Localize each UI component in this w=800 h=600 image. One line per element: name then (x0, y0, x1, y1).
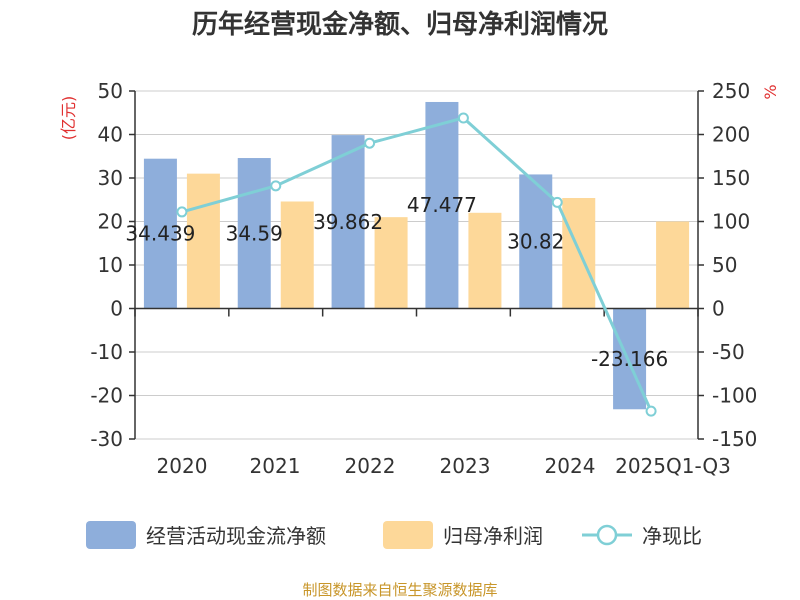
data-label-cashflow-2025Q1-Q3: -23.166 (591, 347, 668, 371)
bar-group (143, 101, 690, 410)
ratio-point-2024 (551, 196, 563, 208)
right-tick-label-8: -150 (712, 427, 757, 451)
bar-cashflow-2022 (331, 135, 365, 309)
category-label-0: 2020 (157, 454, 208, 478)
right-tick-label-5: 0 (712, 297, 725, 321)
ratio-point-2025Q1-Q3 (645, 405, 657, 417)
bar-profit-2021 (280, 201, 314, 309)
data-label-cashflow-2021: 34.59 (226, 221, 283, 245)
category-label-5: 2025Q1-Q3 (615, 454, 731, 478)
left-tick-label-5: 0 (110, 297, 123, 321)
left-tick-label-3: 20 (98, 210, 123, 234)
left-tick-label-2: 30 (98, 166, 123, 190)
category-label-4: 2024 (545, 454, 596, 478)
ratio-point-2023 (457, 112, 469, 124)
data-label-cashflow-2023: 47.477 (407, 193, 477, 217)
bar-profit-2022 (374, 217, 408, 309)
bar-profit-2020 (186, 173, 220, 309)
category-label-1: 2021 (250, 454, 301, 478)
left-tick-label-0: 50 (98, 79, 123, 103)
right-tick-label-2: 150 (712, 166, 750, 190)
left-tick-label-6: -10 (90, 340, 123, 364)
bar-profit-2023 (468, 212, 502, 309)
legend-label-ratio: 净现比 (642, 524, 702, 548)
right-tick-label-7: -100 (712, 384, 757, 408)
ratio-point-2022 (364, 137, 376, 149)
ratio-point-2021 (270, 180, 282, 192)
legend-swatch-cashflow (86, 521, 136, 549)
ratio-line-group (176, 112, 657, 417)
data-label-cashflow-2020: 34.439 (125, 222, 195, 246)
chart-title: 历年经营现金净额、归母净利润情况 (192, 9, 608, 40)
left-tick-label-8: -30 (90, 427, 123, 451)
category-label-3: 2023 (440, 454, 491, 478)
bar-cashflow-2023 (425, 101, 459, 309)
legend-marker-ratio (596, 524, 618, 546)
right-tick-label-3: 100 (712, 210, 750, 234)
legend-swatch-profit (383, 521, 433, 549)
left-tick-label-1: 40 (98, 123, 123, 147)
data-label-cashflow-2022: 39.862 (313, 210, 383, 234)
source-note: 制图数据来自恒生聚源数据库 (302, 581, 497, 599)
bar-cashflow-2020 (143, 158, 177, 309)
left-tick-label-7: -20 (90, 384, 123, 408)
left-tick-label-4: 10 (98, 253, 123, 277)
legend-label-cashflow: 经营活动现金流净额 (146, 524, 326, 548)
right-tick-label-1: 200 (712, 123, 750, 147)
category-label-2: 2022 (345, 454, 396, 478)
right-tick-label-0: 250 (712, 79, 750, 103)
bar-cashflow-2025Q1-Q3 (613, 308, 647, 410)
data-label-cashflow-2024: 30.82 (507, 229, 564, 253)
tick-labels: 50403020100-10-20-30250200150100500-50-1… (90, 79, 757, 478)
bar-cashflow-2021 (237, 158, 271, 309)
ratio-line (181, 116, 653, 412)
left-axis-unit: (亿元) (59, 96, 78, 141)
right-tick-label-4: 50 (712, 253, 737, 277)
bar-cashflow-2024 (519, 174, 553, 309)
legend: 经营活动现金流净额 归母净利润 净现比 (86, 521, 702, 549)
bar-profit-2025Q1-Q3 (656, 221, 690, 309)
right-tick-label-6: -50 (712, 340, 745, 364)
ratio-point-2020 (176, 206, 188, 218)
legend-label-profit: 归母净利润 (443, 524, 543, 548)
data-labels: 34.439 34.59 39.862 47.477 30.82 -23.166 (125, 193, 668, 371)
right-axis-unit: % (761, 84, 780, 99)
